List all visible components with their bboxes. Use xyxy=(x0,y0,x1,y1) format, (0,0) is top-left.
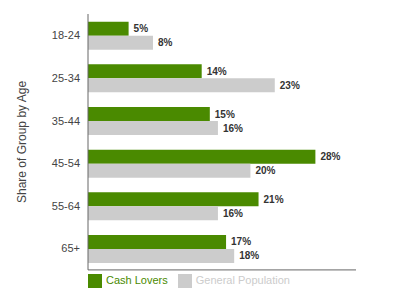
svg-text:28%: 28% xyxy=(320,151,340,162)
svg-text:35-44: 35-44 xyxy=(52,115,80,127)
svg-text:14%: 14% xyxy=(207,66,227,77)
svg-text:25-34: 25-34 xyxy=(52,72,80,84)
svg-text:23%: 23% xyxy=(280,80,300,91)
svg-text:20%: 20% xyxy=(255,165,275,176)
svg-text:21%: 21% xyxy=(264,194,284,205)
svg-text:5%: 5% xyxy=(134,23,149,34)
svg-text:18-24: 18-24 xyxy=(52,29,80,41)
svg-text:Share of Group by Age: Share of Group by Age xyxy=(15,81,29,203)
svg-text:45-54: 45-54 xyxy=(52,157,80,169)
svg-text:17%: 17% xyxy=(231,236,251,247)
svg-text:8%: 8% xyxy=(158,37,173,48)
html-text:Cash Lovers: Cash Lovers xyxy=(106,273,168,286)
svg-text:15%: 15% xyxy=(215,109,235,120)
svg-text:16%: 16% xyxy=(223,123,243,134)
svg-text:55-64: 55-64 xyxy=(52,200,80,212)
html-text:General Population: General Population xyxy=(195,273,290,286)
svg-text:16%: 16% xyxy=(223,208,243,219)
svg-text:18%: 18% xyxy=(239,250,259,261)
svg-text:65+: 65+ xyxy=(61,242,80,254)
